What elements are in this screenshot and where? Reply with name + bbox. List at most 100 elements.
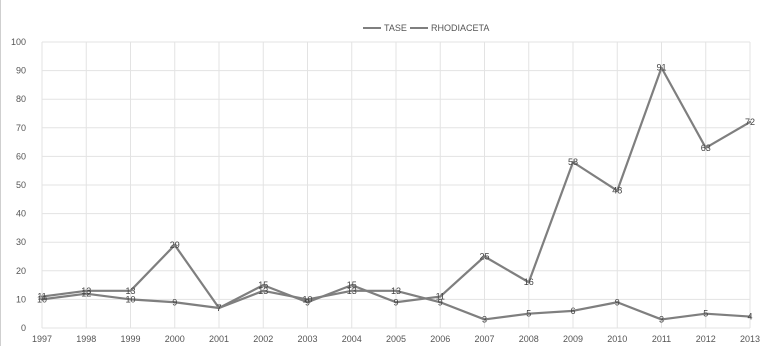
x-tick-label: 2009 bbox=[563, 334, 583, 344]
data-label: 29 bbox=[170, 240, 180, 250]
data-point bbox=[748, 120, 752, 124]
data-point bbox=[173, 301, 176, 304]
data-point bbox=[173, 243, 176, 247]
data-point bbox=[571, 309, 575, 313]
data-point bbox=[660, 318, 663, 321]
data-label: 7 bbox=[216, 303, 221, 313]
data-label: 6 bbox=[570, 306, 575, 316]
data-label: 4 bbox=[747, 312, 752, 322]
legend-label: TASE bbox=[384, 23, 407, 33]
data-point bbox=[217, 306, 221, 310]
x-tick-label: 2001 bbox=[209, 334, 229, 344]
data-label: 7 bbox=[216, 303, 221, 313]
x-tick-label: 2013 bbox=[740, 334, 760, 344]
y-tick-label: 90 bbox=[16, 66, 26, 76]
data-point bbox=[527, 312, 530, 315]
data-label: 3 bbox=[482, 314, 487, 324]
x-tick-label: 2005 bbox=[386, 334, 406, 344]
data-point bbox=[571, 160, 575, 164]
y-tick-label: 10 bbox=[16, 294, 26, 304]
data-label: 58 bbox=[568, 157, 578, 167]
data-point bbox=[439, 301, 442, 304]
y-tick-label: 70 bbox=[16, 123, 26, 133]
data-point bbox=[483, 255, 486, 258]
data-label: 3 bbox=[659, 314, 664, 324]
x-tick-label: 1999 bbox=[120, 334, 140, 344]
x-tick-label: 2011 bbox=[652, 334, 671, 344]
x-tick-label: 2012 bbox=[696, 334, 716, 344]
data-point bbox=[306, 301, 309, 304]
data-label: 5 bbox=[526, 309, 531, 319]
legend: TASE RHODIACETA bbox=[363, 23, 489, 33]
data-point bbox=[306, 298, 309, 301]
y-tick-label: 60 bbox=[16, 151, 26, 161]
x-tick-label: 2008 bbox=[519, 334, 539, 344]
data-point bbox=[262, 289, 265, 293]
y-tick-label: 20 bbox=[16, 266, 26, 276]
x-tick-label: 2000 bbox=[165, 334, 185, 344]
data-point bbox=[350, 283, 353, 287]
data-label: 16 bbox=[524, 277, 534, 287]
data-point bbox=[40, 295, 44, 298]
x-tick-label: 2006 bbox=[430, 334, 450, 344]
x-axis: 1997 1998 1999 2000 2001 2002 2003 2004 2005 2006… bbox=[32, 334, 760, 344]
y-tick-label: 30 bbox=[16, 237, 26, 247]
y-tick-label: 100 bbox=[11, 37, 26, 47]
data-label: 9 bbox=[615, 297, 620, 307]
data-point bbox=[616, 301, 619, 304]
legend-label: RHODIACETA bbox=[431, 23, 489, 33]
series-layer bbox=[40, 66, 752, 321]
data-point bbox=[704, 146, 707, 150]
data-label: 15 bbox=[258, 280, 268, 290]
data-label: 9 bbox=[393, 297, 398, 307]
data-label: 9 bbox=[172, 297, 177, 307]
x-tick-label: 2003 bbox=[297, 334, 317, 344]
x-tick-label: 2010 bbox=[607, 334, 627, 344]
data-point bbox=[40, 298, 44, 301]
data-label: 5 bbox=[703, 309, 708, 319]
data-label: 91 bbox=[656, 63, 666, 73]
x-tick-label: 2007 bbox=[474, 334, 494, 344]
data-point bbox=[748, 315, 752, 318]
data-label: 48 bbox=[612, 186, 622, 196]
data-label: 13 bbox=[347, 286, 357, 296]
y-tick-label: 50 bbox=[16, 180, 26, 190]
data-point bbox=[660, 66, 663, 69]
data-label: 72 bbox=[745, 117, 755, 127]
data-point bbox=[262, 283, 265, 287]
data-label: 9 bbox=[438, 297, 443, 307]
data-label: 12 bbox=[81, 289, 91, 299]
data-label: 25 bbox=[479, 252, 489, 262]
data-point bbox=[394, 289, 398, 293]
data-point bbox=[85, 289, 88, 293]
data-label: 13 bbox=[81, 286, 91, 296]
data-point bbox=[85, 292, 88, 295]
data-point bbox=[483, 318, 486, 321]
data-label: 10 bbox=[125, 294, 135, 304]
data-label: 11 bbox=[37, 292, 46, 302]
data-label: 9 bbox=[305, 297, 310, 307]
x-tick-label: 2004 bbox=[342, 334, 362, 344]
data-label: 13 bbox=[125, 286, 135, 296]
data-point bbox=[527, 281, 530, 284]
y-tick-label: 80 bbox=[16, 94, 26, 104]
y-tick-label: 0 bbox=[21, 323, 26, 333]
y-axis: 0 10 20 30 40 50 60 70 80 90 100 bbox=[11, 37, 26, 333]
data-point bbox=[129, 298, 132, 301]
data-point bbox=[439, 295, 442, 298]
x-tick-label: 1997 bbox=[32, 334, 52, 344]
data-point bbox=[704, 312, 707, 315]
data-point bbox=[616, 189, 619, 192]
data-label: 13 bbox=[258, 286, 268, 296]
data-label: 10 bbox=[37, 294, 47, 304]
x-tick-label: 2002 bbox=[253, 334, 273, 344]
data-label: 63 bbox=[701, 143, 711, 153]
x-tick-label: 1998 bbox=[76, 334, 96, 344]
y-tick-label: 40 bbox=[16, 209, 26, 219]
data-point bbox=[394, 301, 398, 304]
data-label: 10 bbox=[302, 294, 312, 304]
data-point bbox=[350, 289, 353, 293]
